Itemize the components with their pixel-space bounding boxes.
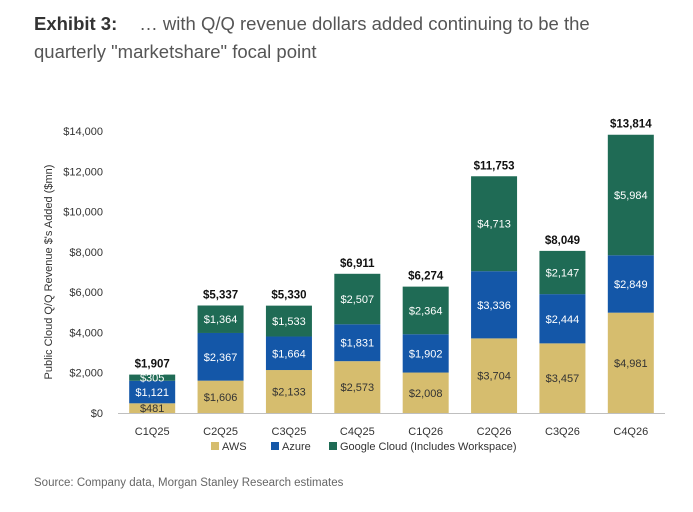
segment-value-label: $2,133 <box>272 387 306 399</box>
y-tick-label: $12,000 <box>63 166 103 178</box>
y-tick-label: $4,000 <box>69 327 103 339</box>
y-tick-label: $14,000 <box>63 126 103 138</box>
segment-value-label: $4,713 <box>477 219 511 231</box>
segment-value-label: $3,457 <box>546 373 580 385</box>
segment-value-label: $1,606 <box>204 392 238 404</box>
segment-value-label: $2,147 <box>546 268 580 280</box>
bar-segment-aws <box>265 370 312 413</box>
y-tick-label: $10,000 <box>63 207 103 219</box>
legend-swatch <box>329 442 337 450</box>
segment-value-label: $4,981 <box>614 358 648 370</box>
x-tick-label: C4Q26 <box>613 426 648 438</box>
segment-value-label: $2,849 <box>614 279 648 291</box>
total-value-label: $13,814 <box>610 119 652 131</box>
legend-label: AWS <box>222 441 247 453</box>
segment-value-label: $1,121 <box>135 387 169 399</box>
x-tick-label: C1Q25 <box>135 426 170 438</box>
bar-segment-google <box>197 305 244 333</box>
total-value-label: $8,049 <box>545 235 580 247</box>
exhibit-header: Exhibit 3:… with Q/Q revenue dollars add… <box>34 10 664 66</box>
segment-value-label: $1,902 <box>409 348 443 360</box>
total-value-label: $6,274 <box>408 271 444 283</box>
bar-segment-aws <box>402 372 449 413</box>
bar-segment-azure <box>265 336 312 371</box>
total-value-label: $11,753 <box>474 160 515 172</box>
segment-value-label: $481 <box>140 403 164 415</box>
segment-value-label: $2,507 <box>340 294 374 306</box>
y-tick-label: $8,000 <box>69 247 103 259</box>
x-tick-label: C3Q25 <box>272 426 307 438</box>
bar-segment-google <box>129 374 176 381</box>
y-tick-label: $6,000 <box>69 287 103 299</box>
bar-segment-google <box>402 286 449 335</box>
x-tick-label: C1Q26 <box>408 426 443 438</box>
exhibit-title: … with Q/Q revenue dollars added continu… <box>34 13 590 62</box>
x-tick-label: C2Q26 <box>477 426 512 438</box>
legend-swatch <box>211 442 219 450</box>
x-tick-label: C3Q26 <box>545 426 580 438</box>
segment-value-label: $2,008 <box>409 388 443 400</box>
total-value-label: $6,911 <box>340 258 375 270</box>
bar-segment-azure <box>402 334 449 373</box>
segment-value-label: $1,831 <box>340 338 374 350</box>
bar-segment-azure <box>539 294 586 344</box>
segment-value-label: $3,336 <box>477 300 511 312</box>
bar-segment-google <box>607 134 654 256</box>
legend-label: Azure <box>282 441 311 453</box>
bar-segment-azure <box>197 332 244 381</box>
bar-segment-aws <box>539 343 586 413</box>
bar-segment-azure <box>129 380 176 404</box>
total-value-label: $1,907 <box>135 359 170 371</box>
bar-segment-azure <box>471 271 518 339</box>
y-axis-label: Public Cloud Q/Q Revenue $'s Added ($mn) <box>43 165 55 380</box>
segment-value-label: $1,533 <box>272 316 306 328</box>
segment-value-label: $2,367 <box>204 352 238 364</box>
bar-segment-aws <box>197 380 244 413</box>
y-tick-label: $0 <box>91 408 103 420</box>
bar-segment-azure <box>607 255 654 313</box>
legend-swatch <box>271 442 279 450</box>
segment-value-label: $1,664 <box>272 348 306 360</box>
bar-segment-google <box>334 273 381 325</box>
bar-segment-google <box>539 250 586 295</box>
segment-value-label: $2,573 <box>340 382 374 394</box>
total-value-label: $5,337 <box>203 289 238 301</box>
bar-segment-aws <box>129 403 176 413</box>
bar-segment-aws <box>334 361 381 413</box>
bar-segment-aws <box>471 338 518 413</box>
x-tick-label: C4Q25 <box>340 426 375 438</box>
total-value-label: $5,330 <box>271 290 306 302</box>
legend-label: Google Cloud (Includes Workspace) <box>340 441 517 453</box>
segment-value-label: $5,984 <box>614 190 648 202</box>
y-tick-label: $2,000 <box>69 368 103 380</box>
bar-segment-azure <box>334 324 381 362</box>
x-tick-label: C2Q25 <box>203 426 238 438</box>
segment-value-label: $1,364 <box>204 314 238 326</box>
bar-segment-google <box>471 176 518 272</box>
bar-segment-google <box>265 305 312 337</box>
segment-value-label: $2,364 <box>409 305 443 317</box>
segment-value-label: $2,444 <box>546 314 580 326</box>
segment-value-label: $305 <box>140 373 164 385</box>
source-note: Source: Company data, Morgan Stanley Res… <box>34 477 344 489</box>
bar-segment-aws <box>607 312 654 413</box>
exhibit-label: Exhibit 3: <box>34 13 118 34</box>
segment-value-label: $3,704 <box>477 371 511 383</box>
